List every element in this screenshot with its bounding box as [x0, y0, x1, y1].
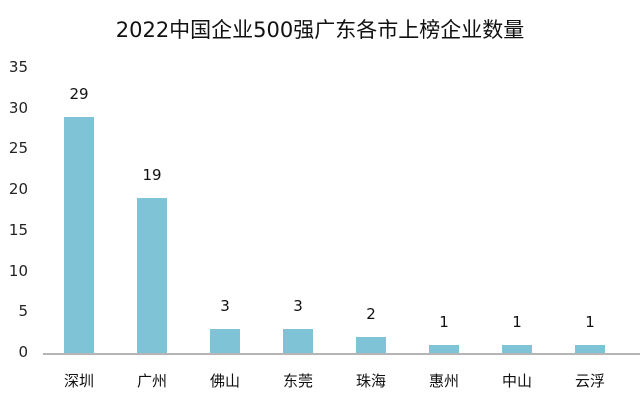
- bar: [283, 328, 313, 353]
- y-tick-label: 10: [8, 261, 28, 280]
- bar: [502, 344, 532, 353]
- bar-value-label: 2: [366, 304, 376, 323]
- x-tick-label: 佛山: [209, 372, 240, 390]
- bar-value-label: 1: [512, 312, 522, 331]
- bar-value-label: 29: [69, 84, 89, 103]
- y-tick-label: 25: [8, 139, 28, 158]
- y-tick-label: 20: [8, 180, 28, 199]
- x-tick-label: 云浮: [574, 372, 605, 390]
- x-tick-label: 珠海: [355, 372, 386, 390]
- bar-value-label: 19: [142, 166, 162, 185]
- bar-value-label: 1: [585, 312, 595, 331]
- x-tick-label: 广州: [136, 372, 167, 390]
- bar: [575, 344, 605, 353]
- bar: [356, 336, 386, 353]
- bar: [64, 116, 94, 353]
- y-tick-label: 5: [18, 302, 28, 321]
- x-axis-line: [43, 353, 640, 355]
- y-tick-label: 0: [18, 343, 28, 361]
- bar-value-label: 3: [220, 296, 230, 315]
- x-tick-label: 东莞: [282, 372, 313, 390]
- y-tick-label: 15: [8, 220, 28, 239]
- x-tick-label: 深圳: [63, 372, 94, 390]
- x-tick-label: 中山: [501, 372, 532, 390]
- bar: [137, 198, 167, 353]
- y-tick-label: 35: [8, 58, 28, 76]
- bar-value-label: 3: [293, 296, 303, 315]
- bar: [210, 328, 240, 353]
- y-tick-label: 30: [8, 98, 28, 117]
- bar-value-label: 1: [439, 312, 449, 331]
- bar: [429, 344, 459, 353]
- chart-title: 2022中国企业500强广东各市上榜企业数量: [115, 18, 525, 42]
- x-tick-label: 惠州: [428, 372, 459, 390]
